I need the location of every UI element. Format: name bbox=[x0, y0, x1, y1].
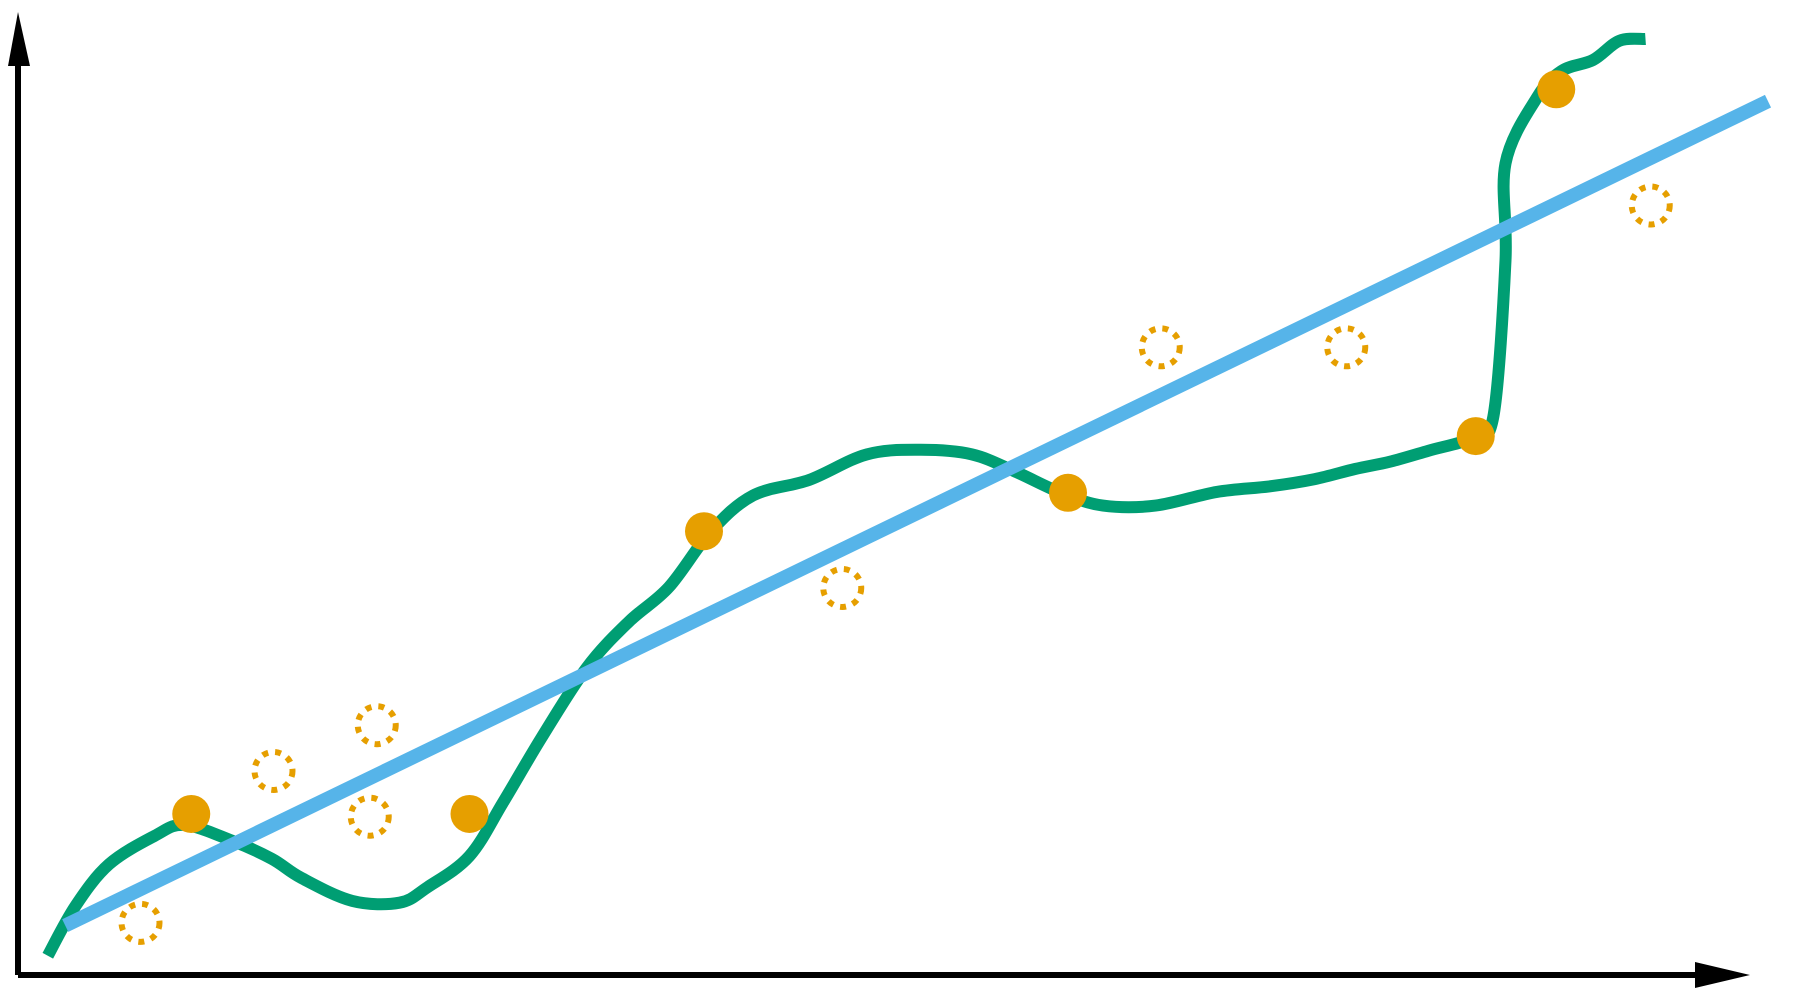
smooth-curve-line bbox=[42, 32, 1646, 959]
filled-point bbox=[1456, 417, 1495, 456]
dotted-ring-point bbox=[251, 748, 296, 793]
x-axis-arrowhead bbox=[1695, 962, 1750, 988]
dotted-ring-point bbox=[354, 703, 399, 748]
dotted-ring-point bbox=[1324, 325, 1369, 370]
dotted-ring-point bbox=[118, 900, 163, 945]
plot-area bbox=[42, 32, 1772, 959]
axes bbox=[8, 12, 1750, 988]
dotted-ring-point bbox=[820, 565, 865, 610]
y-axis-arrowhead bbox=[8, 12, 30, 66]
dotted-ring-point bbox=[1628, 183, 1673, 228]
fit-line bbox=[62, 94, 1772, 932]
filled-point bbox=[450, 794, 489, 833]
dotted-ring-point bbox=[1138, 325, 1183, 370]
filled-point bbox=[172, 794, 211, 833]
filled-point bbox=[1537, 70, 1576, 109]
dotted-ring-point bbox=[347, 794, 392, 839]
filled-point bbox=[685, 512, 723, 551]
filled-point bbox=[1049, 473, 1087, 512]
